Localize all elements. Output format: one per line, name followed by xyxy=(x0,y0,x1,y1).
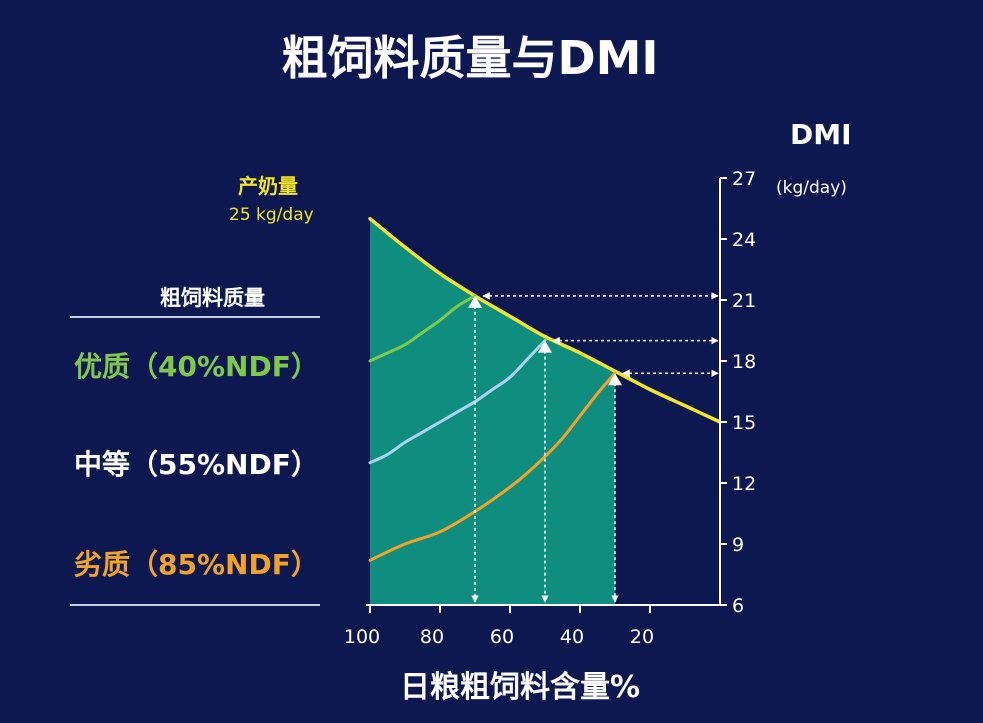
legend-item-medium-quality: 中等（55%NDF） xyxy=(74,448,319,481)
milk-yield-value: 25 kg/day xyxy=(229,205,314,225)
x-axis-label: 日粮粗饲料含量% xyxy=(399,670,641,705)
y-axis-label: DMI xyxy=(790,118,852,151)
x-tick-label: 80 xyxy=(420,626,444,648)
legend-divider-top xyxy=(70,316,320,318)
legend-title: 粗饲料质量 xyxy=(160,286,265,310)
legend-divider-bottom xyxy=(70,604,320,606)
legend-item-poor-quality: 劣质（85%NDF） xyxy=(74,548,319,581)
chart-title: 粗饲料质量与DMI xyxy=(281,31,659,85)
intersection-marker-1 xyxy=(468,295,482,308)
y-tick-label: 6 xyxy=(732,595,744,617)
y-tick-label: 9 xyxy=(732,534,744,556)
y-axis-unit: (kg/day) xyxy=(776,178,847,198)
y-tick-label: 18 xyxy=(732,351,756,373)
x-tick-label: 60 xyxy=(490,626,514,648)
x-tick-label: 40 xyxy=(560,626,584,648)
y-tick-label: 24 xyxy=(732,229,756,251)
roughage-fill-area xyxy=(370,218,615,605)
medium-quality-curve xyxy=(368,339,547,465)
y-tick-label: 21 xyxy=(732,290,756,312)
milk-yield-label: 产奶量 xyxy=(238,174,298,198)
y-tick-label: 12 xyxy=(732,473,756,495)
intersection-marker-3 xyxy=(608,373,622,386)
x-tick-label: 20 xyxy=(630,626,654,648)
milk-yield-curve xyxy=(368,216,722,424)
good-quality-curve xyxy=(368,294,477,363)
legend-item-good-quality: 优质（40%NDF） xyxy=(74,350,319,383)
y-tick-label: 15 xyxy=(732,412,756,434)
x-tick-label: 100 xyxy=(344,626,380,648)
intersection-marker-2 xyxy=(538,340,552,353)
poor-quality-curve xyxy=(368,371,617,562)
y-tick-label: 27 xyxy=(732,168,756,190)
